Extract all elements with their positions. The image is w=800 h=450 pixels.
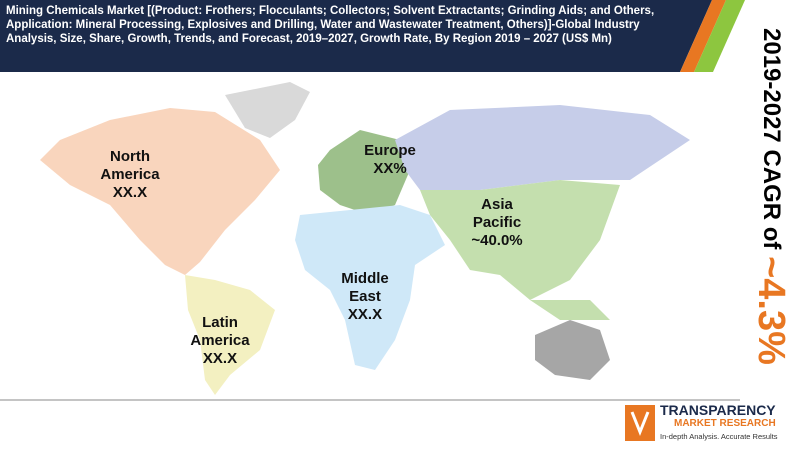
region-label: Europe XX% [350,142,430,178]
region-label: North America XX.X [90,148,170,202]
logo-tagline: In-depth Analysis. Accurate Results [660,432,778,441]
logo-name: TRANSPARENCY [660,402,776,418]
cagr: 2019-2027 CAGR of ~4.3% [749,28,792,388]
region-value: XX.X [347,306,383,323]
region-value: XX% [373,160,407,177]
region-label: Middle East XX.X [330,270,400,324]
title: Mining Chemicals Market [(Product: Froth… [6,5,655,45]
region-name: North America [100,148,160,183]
logo-sub: MARKET RESEARCH [674,418,776,429]
region-name: Europe [364,142,416,159]
cagr-value: ~4.3% [750,256,792,365]
cagr-label: 2019-2027 CAGR of [758,28,785,250]
region-name: Asia Pacific [472,196,522,231]
region-value: ~40.0% [471,232,523,249]
logo: TRANSPARENCY MARKET RESEARCH In-depth An… [660,402,795,443]
region-label: Latin America XX.X [180,314,260,368]
region-value: XX.X [202,350,238,367]
region-value: XX.X [112,184,148,201]
region-label: Asia Pacific ~40.0% [462,196,532,250]
region-name: Middle East [341,270,389,305]
region-name: Latin America [190,314,250,349]
